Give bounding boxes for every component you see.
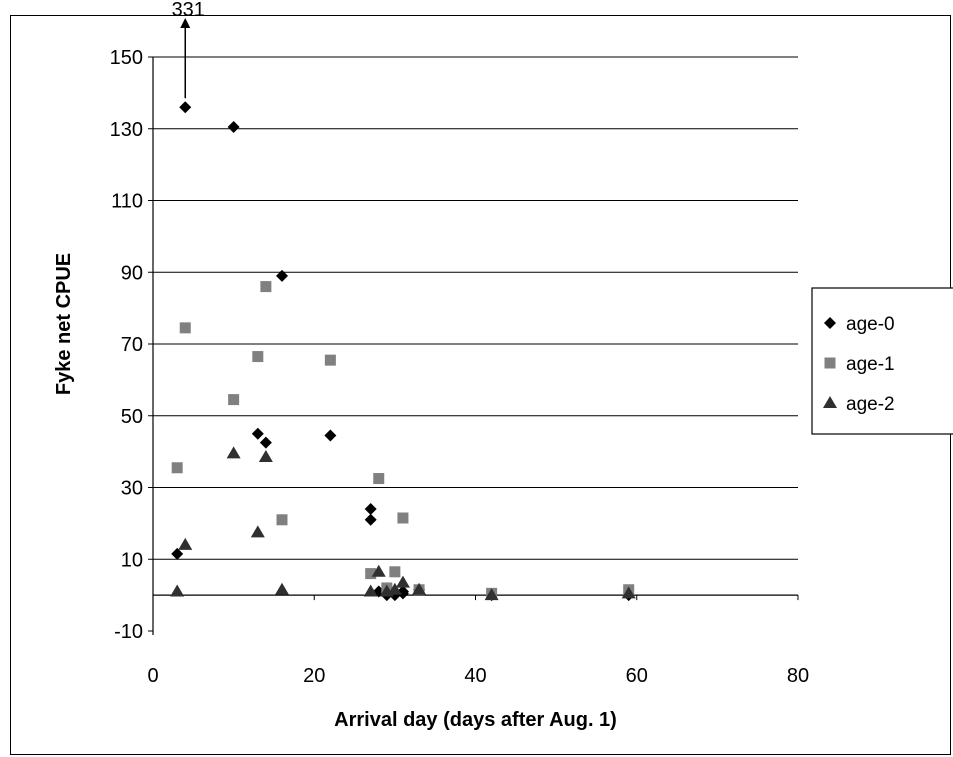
x-tick-label: 40	[464, 665, 486, 687]
y-tick-label: 10	[121, 549, 143, 571]
age-1-point	[373, 473, 385, 485]
legend-marker	[824, 317, 836, 329]
legend-item-age-2: age-2	[823, 394, 895, 415]
series-age-0	[171, 101, 635, 602]
age-0-point	[171, 547, 184, 560]
age-2-point	[258, 450, 273, 463]
age-1-point	[389, 566, 401, 578]
legend-label: age-2	[846, 394, 895, 415]
age-2-point	[484, 588, 499, 601]
age-2-point	[170, 584, 185, 597]
legend-item-age-1: age-1	[824, 354, 895, 375]
annotation-label: 331	[172, 0, 205, 21]
y-tick-label: -10	[114, 621, 143, 643]
x-tick-labels: 0 20 40 60 80	[147, 665, 809, 687]
age-2-point	[178, 537, 193, 550]
age-2-point	[395, 575, 410, 588]
age-0-point	[227, 120, 240, 133]
series-age-1	[171, 281, 635, 599]
legend: age-0 age-1 age-2	[811, 287, 953, 435]
age-1-point	[397, 512, 409, 524]
age-0-point	[251, 427, 264, 440]
y-tick-label: 110	[111, 191, 143, 213]
x-tick-label: 80	[787, 665, 809, 687]
y-tick-label: 130	[110, 119, 143, 141]
age-1-point	[276, 514, 288, 526]
age-2-point	[371, 564, 386, 577]
grid-lines	[153, 56, 798, 560]
age-2-point	[275, 582, 289, 595]
y-tick-label: 90	[121, 262, 143, 284]
age-2-point	[387, 582, 402, 595]
x-tick-label: 60	[626, 665, 648, 687]
age-2-point	[250, 525, 265, 538]
y-tick-label: 70	[121, 334, 143, 356]
legend-marker	[824, 357, 836, 369]
age-1-point	[252, 351, 264, 363]
y-axis-title: Fyke net CPUE	[53, 253, 75, 395]
age-0-point	[179, 101, 192, 114]
legend-label: age-0	[846, 314, 895, 335]
legend-item-age-0: age-0	[824, 314, 895, 335]
series-age-2	[170, 446, 636, 601]
data-points	[170, 101, 636, 602]
chart-frame	[10, 15, 951, 755]
axes	[148, 56, 799, 635]
age-2-point	[412, 582, 427, 595]
age-0-point	[364, 513, 377, 526]
age-1-point	[228, 394, 240, 406]
age-1-point	[365, 568, 377, 580]
age-0-point	[324, 429, 337, 442]
legend-label: age-1	[846, 354, 895, 375]
annotation-arrow-head	[180, 18, 191, 28]
age-2-point	[621, 586, 636, 599]
age-1-point	[260, 281, 272, 293]
age-0-point	[276, 269, 288, 282]
age-1-point	[171, 462, 183, 474]
age-1-point	[324, 354, 336, 366]
age-0-point	[364, 503, 377, 516]
age-2-point	[226, 446, 241, 459]
x-tick-label: 0	[147, 665, 158, 687]
age-2-point	[363, 584, 378, 597]
x-tick-label: 20	[303, 665, 325, 687]
y-tick-label: 50	[121, 406, 143, 428]
y-tick-labels: -10 10 30 50 70 90 110 130 150	[110, 47, 143, 643]
legend-marker	[823, 396, 837, 408]
y-tick-label: 30	[121, 478, 143, 500]
y-tick-label: 150	[110, 47, 143, 69]
age-0-point	[259, 436, 272, 449]
annotation: 331	[172, 0, 205, 99]
age-1-point	[179, 322, 191, 334]
x-axis-title: Arrival day (days after Aug. 1)	[334, 709, 617, 731]
